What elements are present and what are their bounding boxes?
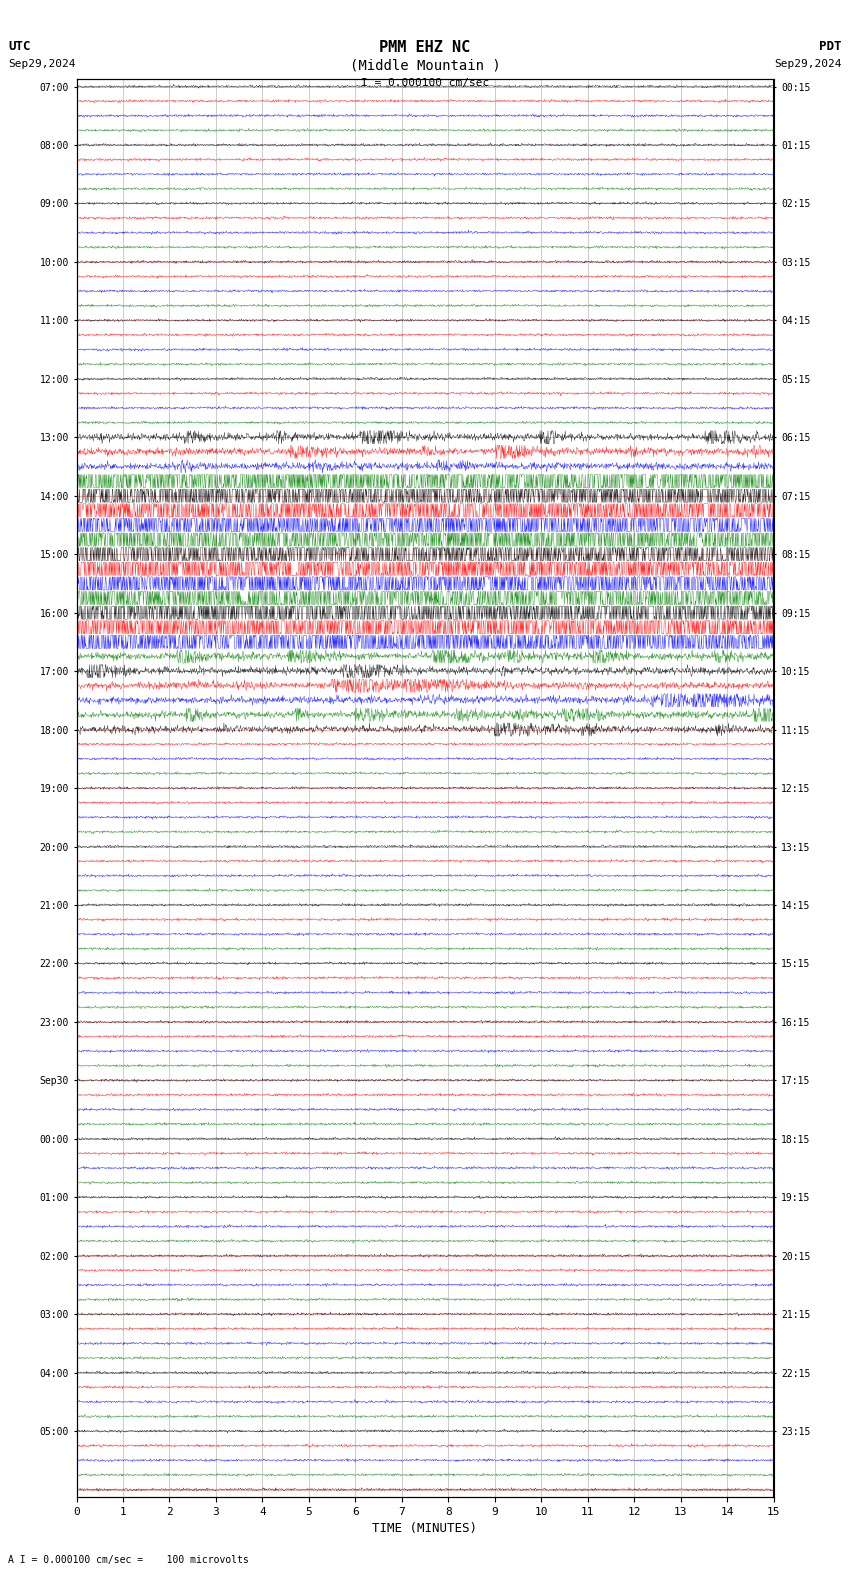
Text: UTC: UTC	[8, 40, 31, 52]
Text: PDT: PDT	[819, 40, 842, 52]
Text: Sep29,2024: Sep29,2024	[8, 59, 76, 68]
Text: I = 0.000100 cm/sec: I = 0.000100 cm/sec	[361, 78, 489, 87]
X-axis label: TIME (MINUTES): TIME (MINUTES)	[372, 1522, 478, 1535]
Text: PMM EHZ NC: PMM EHZ NC	[379, 40, 471, 54]
Text: (Middle Mountain ): (Middle Mountain )	[349, 59, 501, 73]
Text: Sep29,2024: Sep29,2024	[774, 59, 842, 68]
Text: A I = 0.000100 cm/sec =    100 microvolts: A I = 0.000100 cm/sec = 100 microvolts	[8, 1555, 249, 1565]
